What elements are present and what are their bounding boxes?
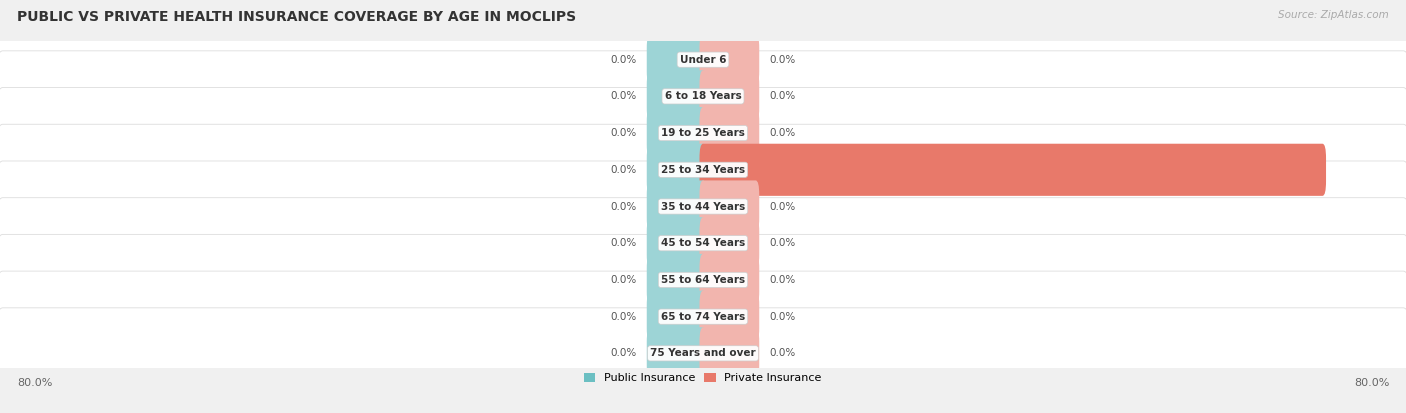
FancyBboxPatch shape: [0, 161, 1406, 252]
Text: 80.0%: 80.0%: [17, 378, 52, 389]
Text: 0.0%: 0.0%: [610, 238, 637, 248]
Text: 6 to 18 Years: 6 to 18 Years: [665, 91, 741, 101]
FancyBboxPatch shape: [0, 235, 1406, 325]
Text: 0.0%: 0.0%: [610, 91, 637, 101]
FancyBboxPatch shape: [0, 271, 1406, 362]
Text: 35 to 44 Years: 35 to 44 Years: [661, 202, 745, 211]
Legend: Public Insurance, Private Insurance: Public Insurance, Private Insurance: [583, 373, 823, 383]
FancyBboxPatch shape: [647, 33, 707, 86]
FancyBboxPatch shape: [0, 51, 1406, 142]
Text: 55 to 64 Years: 55 to 64 Years: [661, 275, 745, 285]
Text: 0.0%: 0.0%: [769, 128, 796, 138]
Text: 0.0%: 0.0%: [769, 348, 796, 358]
Text: 0.0%: 0.0%: [610, 312, 637, 322]
Text: 0.0%: 0.0%: [610, 275, 637, 285]
Text: Under 6: Under 6: [679, 55, 727, 65]
Text: 0.0%: 0.0%: [769, 55, 796, 65]
Text: 0.0%: 0.0%: [610, 202, 637, 211]
FancyBboxPatch shape: [700, 33, 759, 86]
FancyBboxPatch shape: [0, 198, 1406, 289]
Text: 0.0%: 0.0%: [610, 348, 637, 358]
Text: 0.0%: 0.0%: [769, 202, 796, 211]
Text: 80.0%: 80.0%: [1354, 378, 1389, 389]
Text: 75 Years and over: 75 Years and over: [650, 348, 756, 358]
Text: Source: ZipAtlas.com: Source: ZipAtlas.com: [1278, 10, 1389, 20]
FancyBboxPatch shape: [700, 217, 759, 269]
FancyBboxPatch shape: [647, 107, 707, 159]
Text: 25 to 34 Years: 25 to 34 Years: [661, 165, 745, 175]
Text: 0.0%: 0.0%: [610, 55, 637, 65]
FancyBboxPatch shape: [700, 70, 759, 122]
FancyBboxPatch shape: [647, 70, 707, 122]
FancyBboxPatch shape: [700, 327, 759, 380]
Text: 0.0%: 0.0%: [610, 165, 637, 175]
FancyBboxPatch shape: [700, 180, 759, 233]
FancyBboxPatch shape: [0, 124, 1406, 215]
Text: 0.0%: 0.0%: [769, 238, 796, 248]
Text: PUBLIC VS PRIVATE HEALTH INSURANCE COVERAGE BY AGE IN MOCLIPS: PUBLIC VS PRIVATE HEALTH INSURANCE COVER…: [17, 10, 576, 24]
Text: 0.0%: 0.0%: [610, 128, 637, 138]
FancyBboxPatch shape: [647, 180, 707, 233]
Text: 0.0%: 0.0%: [769, 91, 796, 101]
Text: 0.0%: 0.0%: [769, 312, 796, 322]
Text: 19 to 25 Years: 19 to 25 Years: [661, 128, 745, 138]
Text: 0.0%: 0.0%: [769, 275, 796, 285]
FancyBboxPatch shape: [647, 217, 707, 269]
FancyBboxPatch shape: [0, 308, 1406, 399]
FancyBboxPatch shape: [647, 144, 707, 196]
FancyBboxPatch shape: [700, 107, 759, 159]
Text: 70.5%: 70.5%: [1336, 165, 1372, 175]
FancyBboxPatch shape: [647, 327, 707, 380]
FancyBboxPatch shape: [0, 88, 1406, 178]
Text: 65 to 74 Years: 65 to 74 Years: [661, 312, 745, 322]
FancyBboxPatch shape: [700, 144, 1326, 196]
FancyBboxPatch shape: [647, 254, 707, 306]
Text: 45 to 54 Years: 45 to 54 Years: [661, 238, 745, 248]
FancyBboxPatch shape: [700, 254, 759, 306]
FancyBboxPatch shape: [700, 291, 759, 343]
FancyBboxPatch shape: [0, 14, 1406, 105]
FancyBboxPatch shape: [647, 291, 707, 343]
